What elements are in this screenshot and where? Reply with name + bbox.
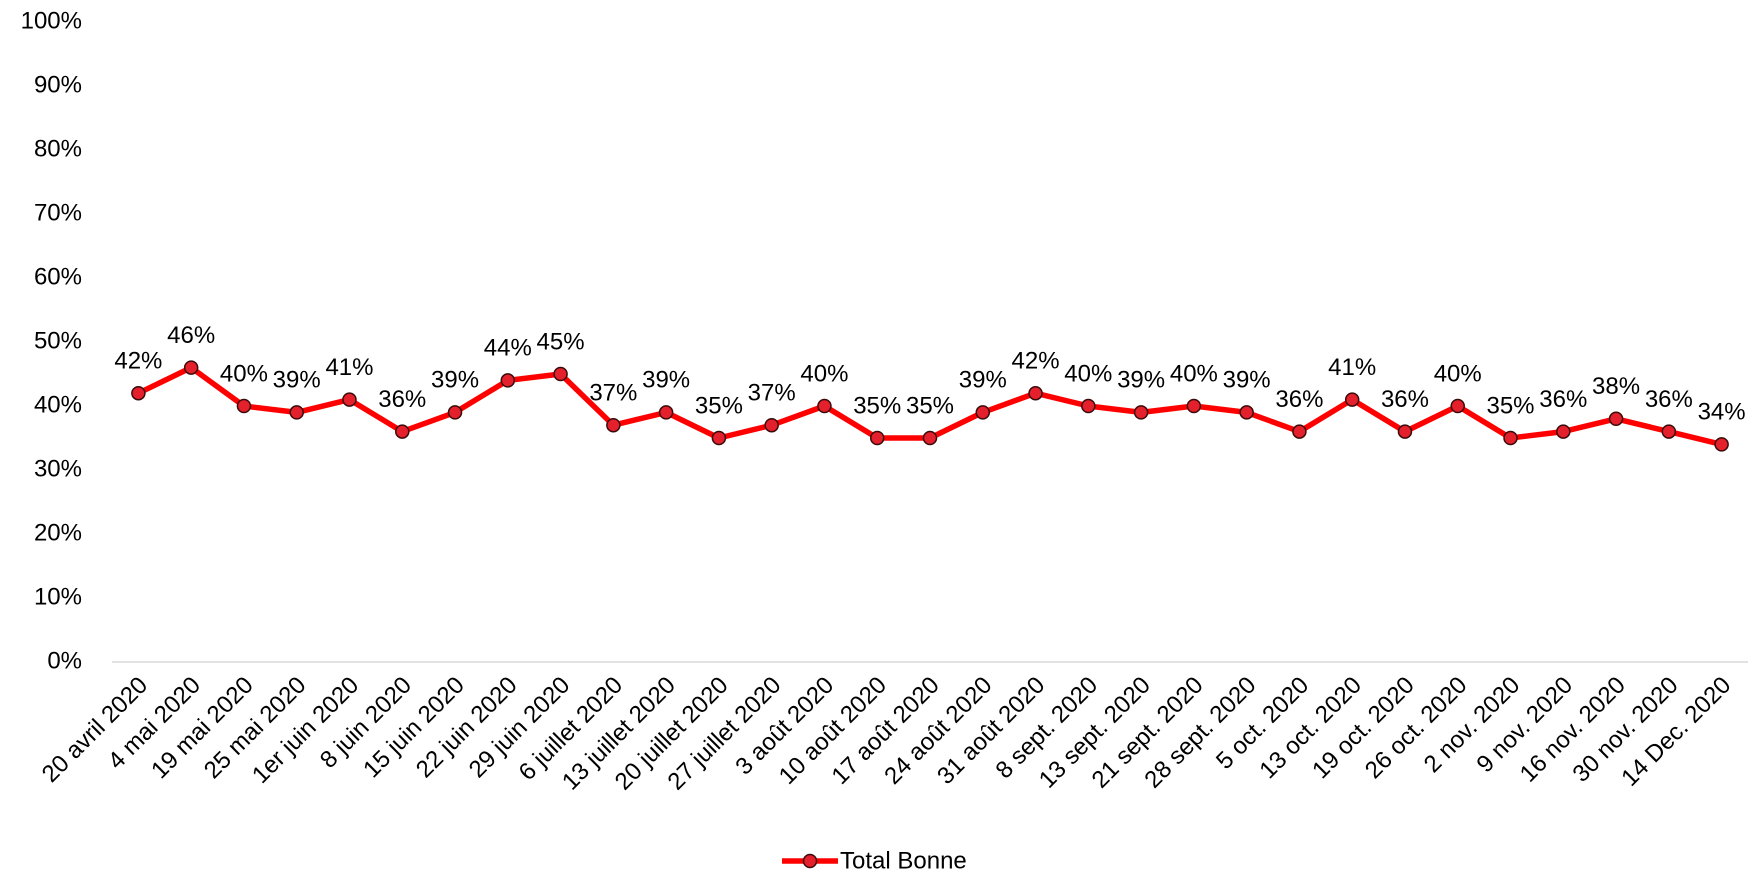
data-label: 39% <box>1223 367 1271 394</box>
data-label: 39% <box>273 367 321 394</box>
data-point <box>869 430 885 446</box>
y-tick-label: 0% <box>47 647 82 674</box>
data-point <box>711 430 727 446</box>
data-point <box>131 385 146 401</box>
data-point <box>1397 424 1413 439</box>
data-label: 35% <box>695 392 743 419</box>
data-label: 40% <box>800 360 848 387</box>
data-point <box>975 405 991 420</box>
data-point <box>1661 424 1677 439</box>
data-point <box>1556 424 1571 439</box>
y-tick-label: 50% <box>34 327 82 354</box>
data-label: 39% <box>959 367 1007 394</box>
data-label: 41% <box>325 354 373 381</box>
data-label: 39% <box>1117 367 1165 394</box>
y-tick-label: 90% <box>34 71 82 98</box>
data-label: 42% <box>1012 348 1060 375</box>
data-label: 36% <box>1539 386 1587 413</box>
data-point <box>1714 437 1729 452</box>
data-point <box>1503 430 1518 446</box>
y-tick-label: 60% <box>34 263 82 290</box>
data-label: 39% <box>642 367 690 394</box>
data-label: 40% <box>1170 360 1218 387</box>
data-point <box>1028 385 1043 401</box>
data-label: 34% <box>1698 399 1746 426</box>
data-point <box>817 398 832 414</box>
data-label: 38% <box>1592 373 1640 400</box>
data-point <box>289 405 304 420</box>
data-point <box>500 373 516 388</box>
data-label: 44% <box>484 335 532 362</box>
data-label: 45% <box>537 328 585 355</box>
data-point <box>1186 398 1202 414</box>
data-label: 36% <box>378 386 426 413</box>
y-tick-label: 100% <box>21 7 82 34</box>
data-point <box>658 405 674 420</box>
y-tick-label: 40% <box>34 391 82 418</box>
data-point <box>183 360 199 375</box>
data-label: 40% <box>1434 360 1482 387</box>
y-tick-label: 20% <box>34 519 82 546</box>
data-label: 37% <box>748 380 796 407</box>
data-point <box>553 366 568 382</box>
data-point <box>922 430 938 446</box>
data-point <box>1081 398 1096 414</box>
data-label: 40% <box>1064 360 1112 387</box>
data-point <box>606 417 621 433</box>
data-label: 42% <box>114 348 162 375</box>
data-point <box>447 405 463 420</box>
data-label: 41% <box>1328 354 1376 381</box>
data-label: 35% <box>853 392 901 419</box>
legend-marker <box>802 853 818 869</box>
y-tick-label: 80% <box>34 135 82 162</box>
y-tick-label: 70% <box>34 199 82 226</box>
data-label: 37% <box>589 380 637 407</box>
data-point <box>1608 411 1624 427</box>
data-point <box>342 392 357 407</box>
data-point <box>1344 392 1360 407</box>
data-label: 35% <box>1486 392 1534 419</box>
y-tick-label: 30% <box>34 455 82 482</box>
data-label: 46% <box>167 322 215 349</box>
data-label: 35% <box>906 392 954 419</box>
y-tick-label: 10% <box>34 583 82 610</box>
data-point <box>1239 405 1254 420</box>
data-label: 36% <box>1381 386 1429 413</box>
data-point <box>395 424 410 439</box>
data-point <box>764 417 779 433</box>
data-label: 39% <box>431 367 479 394</box>
data-point <box>1292 424 1307 439</box>
data-point <box>1133 405 1149 420</box>
data-label: 36% <box>1275 386 1323 413</box>
data-label: 40% <box>220 360 268 387</box>
data-label: 36% <box>1645 386 1693 413</box>
data-point <box>236 398 252 414</box>
data-point <box>1450 398 1465 414</box>
legend-label: Total Bonne <box>840 847 967 874</box>
